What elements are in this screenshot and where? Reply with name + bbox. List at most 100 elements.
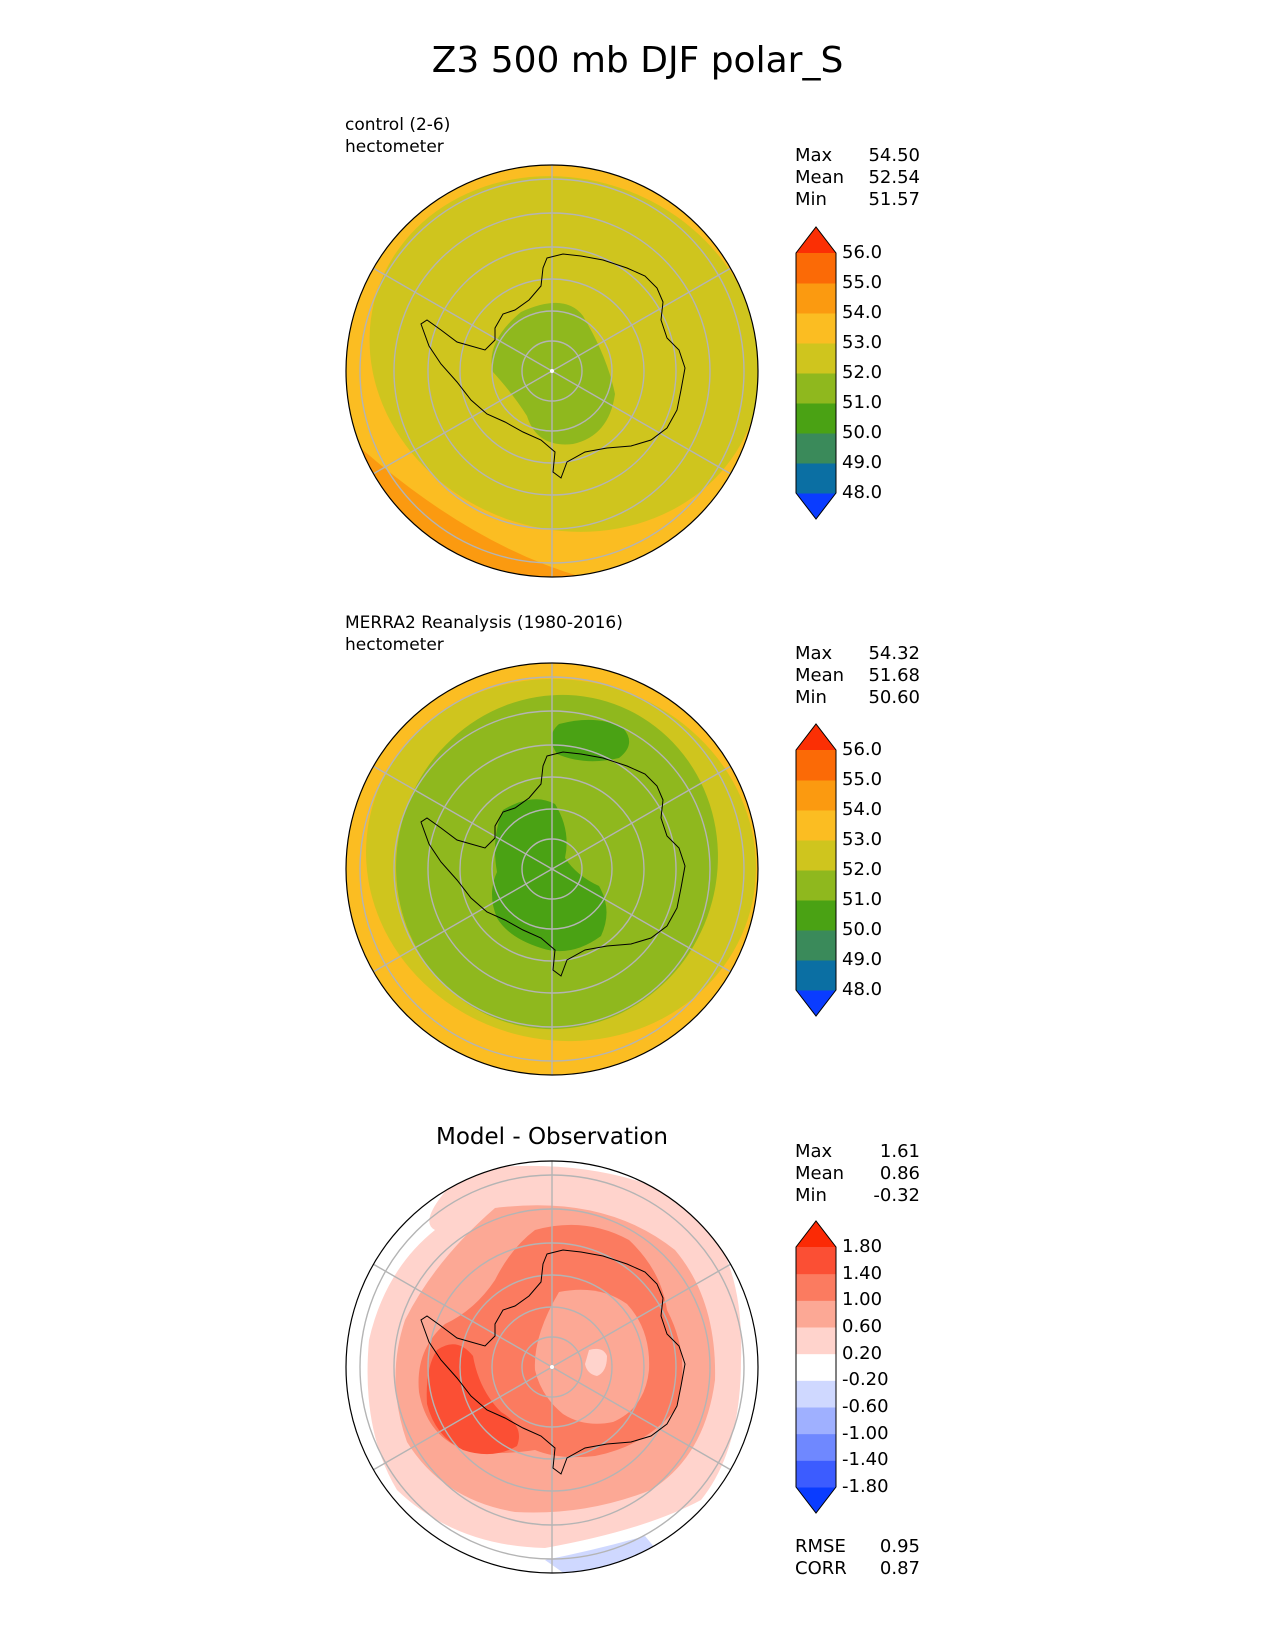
colorbar-segment: [796, 990, 836, 1016]
panel1-mean-label: Mean: [795, 167, 845, 188]
colorbar-tick-label: 48.0: [842, 482, 883, 503]
colorbar-segment: [796, 1273, 836, 1301]
colorbar-segment: [796, 810, 836, 841]
panel2-max-label: Max: [795, 643, 833, 664]
colorbar-segment: [796, 343, 836, 374]
panel2-title: MERRA2 Reanalysis (1980-2016): [345, 613, 623, 633]
colorbar-tick-label: 49.0: [842, 949, 883, 970]
colorbar-segment: [796, 1247, 836, 1275]
panel2-colorbar: [795, 723, 837, 1017]
colorbar-tick-label: 49.0: [842, 452, 883, 473]
panel1-mean-value: 52.54: [868, 167, 920, 188]
panel3-field-1.4-1.8: [426, 1344, 519, 1455]
colorbar-tick-label: -0.20: [842, 1369, 889, 1391]
colorbar-tick-label: -1.80: [842, 1476, 889, 1497]
colorbar-tick-label: -1.00: [842, 1422, 889, 1444]
colorbar-tick-label: 52.0: [842, 859, 883, 880]
panel3-mean-value: 0.86: [879, 1163, 920, 1184]
colorbar-tick-label: 55.0: [842, 769, 883, 790]
panel1-colorbar: [795, 226, 837, 520]
colorbar-segment: [796, 1300, 836, 1328]
panel3-antarctica-coastline: [420, 1249, 686, 1475]
panel3-pole-marker: [550, 1365, 554, 1369]
colorbar-segment: [796, 433, 836, 464]
panel1-units: hectometer: [345, 137, 444, 157]
panel3-field-inner-0.2-0.6: [585, 1348, 607, 1376]
colorbar-tick-label: 54.0: [842, 302, 883, 323]
colorbar-tick-label: 50.0: [842, 919, 883, 940]
panel1-min-value: 51.57: [868, 189, 920, 210]
colorbar-tick-label: 1.40: [842, 1262, 883, 1284]
colorbar-segment: [796, 1407, 836, 1435]
colorbar-tick-label: 1.00: [842, 1289, 883, 1311]
panel2-graticule: [359, 663, 745, 1075]
colorbar-segment: [796, 1380, 836, 1408]
panel3-corr-label: CORR: [795, 1558, 847, 1579]
panel2-mean-label: Mean: [795, 665, 845, 686]
panel1-field-52-53: [491, 302, 615, 445]
panel2-units: hectometer: [345, 635, 444, 655]
colorbar-segment: [796, 750, 836, 781]
colorbar-segment: [796, 1487, 836, 1513]
panel2-field-51-52-north: [551, 719, 630, 762]
colorbar-segment: [796, 403, 836, 434]
colorbar-segment: [796, 1353, 836, 1381]
colorbar-tick-label: 56.0: [842, 242, 883, 263]
colorbar-segment: [796, 313, 836, 344]
panel2-min-label: Min: [795, 687, 827, 708]
colorbar-tick-label: 52.0: [842, 362, 883, 383]
colorbar-tick-label: 55.0: [842, 272, 883, 293]
panel3-min-value: -0.32: [873, 1185, 920, 1206]
panel3-title: Model - Observation: [435, 1124, 669, 1150]
colorbar-segment: [796, 840, 836, 871]
colorbar-segment: [796, 930, 836, 961]
colorbar-segment: [796, 227, 836, 253]
panel2-mean-value: 51.68: [868, 665, 920, 686]
panel1-polar-map: [345, 164, 759, 578]
colorbar-outline: [795, 723, 837, 1017]
colorbar-segment: [796, 1327, 836, 1355]
colorbar-tick-label: 54.0: [842, 799, 883, 820]
panel3-colorbar: [795, 1220, 837, 1514]
colorbar-segment: [796, 960, 836, 991]
panel2-min-value: 50.60: [868, 687, 920, 708]
colorbar-segment: [796, 493, 836, 519]
panel3-polar-map: [345, 1160, 759, 1574]
colorbar-tick-label: 1.80: [842, 1236, 883, 1257]
panel1-max-value: 54.50: [868, 145, 920, 166]
colorbar-tick-label: 51.0: [842, 889, 883, 910]
colorbar-outline: [795, 1220, 837, 1514]
figure-title: Z3 500 mb DJF polar_S: [431, 40, 844, 81]
colorbar-segment: [796, 724, 836, 750]
colorbar-segment: [796, 463, 836, 494]
panel1-min-label: Min: [795, 189, 827, 210]
colorbar-segment: [796, 900, 836, 931]
colorbar-tick-label: 56.0: [842, 739, 883, 760]
panel1-pole-marker: [550, 369, 554, 373]
colorbar-tick-label: 50.0: [842, 422, 883, 443]
panel3-corr-value: 0.87: [879, 1558, 920, 1579]
panel1-antarctica-coastline: [420, 253, 686, 479]
panel3-max-value: 1.61: [879, 1141, 920, 1162]
panel3-rmse-value: 0.95: [879, 1536, 920, 1557]
colorbar-tick-label: 0.60: [842, 1316, 883, 1337]
panel3-max-label: Max: [795, 1141, 833, 1162]
panel1-title: control (2-6): [345, 115, 451, 135]
panel3-min-label: Min: [795, 1185, 827, 1206]
colorbar-segment: [796, 1221, 836, 1247]
colorbar-segment: [796, 780, 836, 811]
colorbar-segment: [796, 283, 836, 314]
colorbar-outline: [795, 226, 837, 520]
colorbar-tick-label: 51.0: [842, 392, 883, 413]
colorbar-tick-label: 48.0: [842, 979, 883, 1000]
colorbar-tick-label: 53.0: [842, 332, 883, 353]
colorbar-segment: [796, 1433, 836, 1461]
panel3-mean-label: Mean: [795, 1163, 845, 1184]
colorbar-segment: [796, 870, 836, 901]
colorbar-tick-label: -1.40: [842, 1449, 889, 1471]
panel2-polar-map: [345, 662, 759, 1076]
colorbar-tick-label: 0.20: [842, 1342, 883, 1364]
colorbar-tick-label: 53.0: [842, 829, 883, 850]
panel2-field-51-52-center: [492, 799, 607, 952]
panel2-max-value: 54.32: [868, 643, 920, 664]
